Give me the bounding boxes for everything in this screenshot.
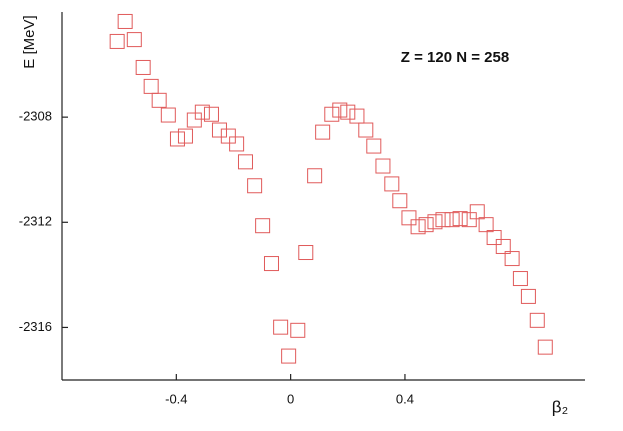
data-point — [375, 158, 391, 174]
data-point — [281, 348, 297, 364]
x-tick-label: -0.4 — [165, 391, 187, 406]
data-point — [486, 230, 502, 246]
data-point — [290, 322, 306, 338]
y-tick-label: -2316 — [19, 319, 52, 334]
data-point — [366, 138, 382, 154]
data-point — [117, 13, 133, 29]
data-point — [504, 251, 520, 267]
data-point — [537, 339, 553, 355]
data-point — [255, 218, 271, 234]
data-point — [194, 104, 210, 120]
data-point — [211, 122, 227, 138]
data-point — [298, 245, 314, 261]
data-point — [461, 212, 477, 228]
data-point — [203, 106, 219, 122]
data-point — [160, 107, 176, 123]
y-tick-label: -2312 — [19, 214, 52, 229]
x-axis-label: β₂ — [552, 397, 568, 416]
data-point — [529, 312, 545, 328]
y-tick-label: -2308 — [19, 109, 52, 124]
data-point — [263, 256, 279, 272]
data-point — [452, 211, 468, 227]
data-point — [151, 92, 167, 108]
data-point — [229, 136, 245, 152]
y-axis-label: E [MeV] — [21, 15, 38, 68]
data-point — [135, 59, 151, 75]
data-point — [126, 32, 142, 48]
data-point — [307, 168, 323, 184]
data-point — [349, 108, 365, 124]
data-point — [324, 106, 340, 122]
data-point — [435, 212, 451, 228]
data-point — [332, 102, 348, 118]
data-point — [237, 154, 253, 170]
data-point — [401, 210, 417, 226]
data-point — [478, 217, 494, 233]
data-point — [358, 122, 374, 138]
data-point — [495, 238, 511, 254]
data-point — [512, 271, 528, 287]
data-point — [169, 131, 185, 147]
data-point — [186, 112, 202, 128]
data-point — [177, 128, 193, 144]
data-point — [340, 104, 356, 120]
data-point — [469, 204, 485, 220]
x-tick-label: 0.4 — [396, 391, 414, 406]
data-point — [143, 78, 159, 94]
data-point — [220, 128, 236, 144]
data-point — [520, 288, 536, 304]
data-point — [109, 33, 125, 49]
data-point — [410, 219, 426, 235]
data-point — [273, 319, 289, 335]
annotation: Z = 120 N = 258 — [401, 49, 509, 66]
data-point — [392, 193, 408, 209]
data-point — [247, 178, 263, 194]
data-point — [427, 214, 443, 230]
data-point — [444, 212, 460, 228]
data-point — [384, 176, 400, 192]
data-point — [315, 124, 331, 140]
data-point — [418, 217, 434, 233]
x-tick-label: 0 — [287, 391, 294, 406]
